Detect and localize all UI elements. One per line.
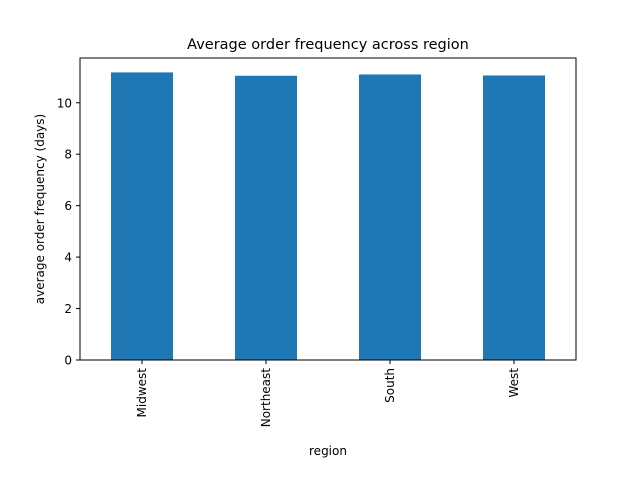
y-tick-label-2: 2: [64, 302, 72, 316]
y-tick-label-6: 6: [64, 199, 72, 213]
plot-area: 0 2 4 6 8 10 Midwest Northeast South West: [57, 57, 577, 427]
y-tick-label-8: 8: [64, 148, 72, 162]
y-axis-label: average order frequency (days): [33, 114, 47, 304]
y-tick-label-4: 4: [64, 251, 72, 265]
x-tick-label-midwest: Midwest: [135, 368, 149, 418]
x-tick-label-west: West: [507, 368, 521, 398]
y-tick-label-0: 0: [64, 354, 72, 368]
bar-midwest: [111, 72, 173, 360]
x-tick-label-south: South: [383, 368, 397, 403]
bar-west: [483, 75, 545, 361]
plot-frame: [79, 57, 577, 361]
bar-northeast: [235, 75, 297, 360]
y-tick-label-10: 10: [57, 96, 72, 110]
x-tick-label-northeast: Northeast: [259, 368, 273, 428]
bar-south: [359, 74, 421, 361]
x-axis-label: region: [309, 444, 347, 458]
chart-title: Average order frequency across region: [187, 37, 469, 53]
bars: [111, 72, 545, 361]
y-axis-ticks: 0 2 4 6 8 10: [57, 96, 80, 368]
x-axis-ticks: Midwest Northeast South West: [135, 360, 521, 427]
